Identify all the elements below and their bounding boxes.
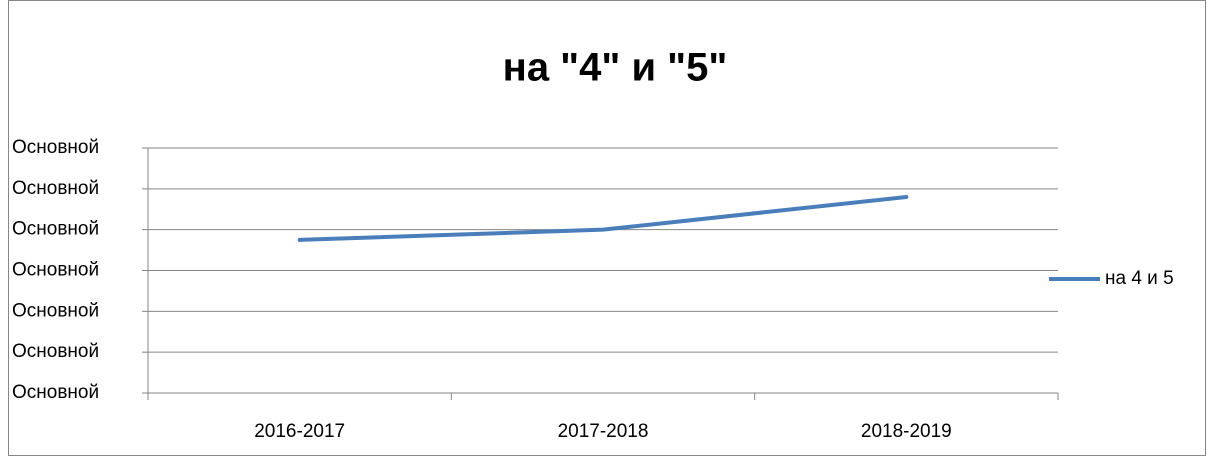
y-tick-label: Основной xyxy=(12,219,99,240)
chart-title: на "4" и "5" xyxy=(503,46,728,90)
y-tick-label: Основной xyxy=(12,341,99,362)
x-tick-label: 2018-2019 xyxy=(861,421,952,442)
x-tick-label: 2016-2017 xyxy=(254,421,345,442)
y-tick-label: Основной xyxy=(12,260,99,281)
y-tick-label: Основной xyxy=(12,137,99,158)
y-tick-label: Основной xyxy=(12,382,99,403)
data-line xyxy=(297,195,909,242)
legend-label: на 4 и 5 xyxy=(1105,268,1174,289)
x-tick-label: 2017-2018 xyxy=(558,421,649,442)
y-tick-label: Основной xyxy=(12,178,99,199)
y-tick-label: Основной xyxy=(12,300,99,321)
